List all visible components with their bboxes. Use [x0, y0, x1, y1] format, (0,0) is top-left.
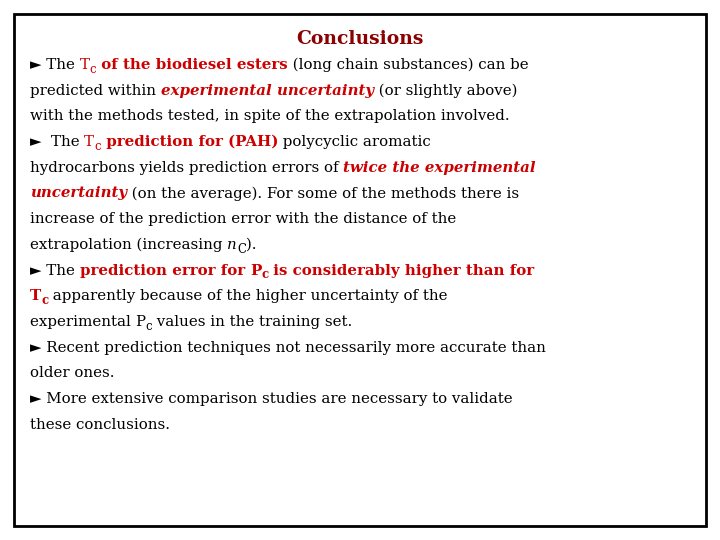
Text: T: T [84, 135, 94, 149]
Text: ► The: ► The [30, 58, 80, 72]
Text: uncertainty: uncertainty [30, 186, 127, 200]
Text: ► More extensive comparison studies are necessary to validate: ► More extensive comparison studies are … [30, 392, 513, 406]
Text: C: C [237, 242, 246, 256]
Text: c: c [94, 140, 101, 153]
Text: prediction for (PAH): prediction for (PAH) [101, 135, 279, 150]
Text: Conclusions: Conclusions [297, 30, 423, 48]
Text: c: c [145, 320, 152, 333]
Text: increase of the prediction error with the distance of the: increase of the prediction error with th… [30, 212, 456, 226]
Text: (long chain substances) can be: (long chain substances) can be [288, 58, 528, 72]
Text: n: n [228, 238, 237, 252]
Text: ►  The: ► The [30, 135, 84, 149]
FancyBboxPatch shape [14, 14, 706, 526]
Text: with the methods tested, in spite of the extrapolation involved.: with the methods tested, in spite of the… [30, 110, 510, 123]
Text: apparently because of the higher uncertainty of the: apparently because of the higher uncerta… [48, 289, 448, 303]
Text: extrapolation (increasing: extrapolation (increasing [30, 238, 228, 252]
Text: these conclusions.: these conclusions. [30, 418, 170, 431]
Text: experimental uncertainty: experimental uncertainty [161, 84, 374, 98]
Text: older ones.: older ones. [30, 366, 114, 380]
Text: T: T [80, 58, 89, 72]
Text: (or slightly above): (or slightly above) [374, 84, 517, 98]
Text: predicted within: predicted within [30, 84, 161, 98]
Text: c: c [89, 63, 96, 76]
Text: values in the training set.: values in the training set. [152, 315, 353, 329]
Text: hydrocarbons yields prediction errors of: hydrocarbons yields prediction errors of [30, 161, 343, 175]
Text: prediction error for: prediction error for [80, 264, 250, 278]
Text: ► The: ► The [30, 264, 80, 278]
Text: P: P [250, 264, 261, 278]
Text: T: T [30, 289, 41, 303]
Text: experimental: experimental [30, 315, 135, 329]
Text: P: P [135, 315, 145, 329]
Text: ► Recent prediction techniques not necessarily more accurate than: ► Recent prediction techniques not neces… [30, 341, 546, 355]
Text: c: c [261, 268, 269, 281]
Text: ).: ). [246, 238, 256, 252]
Text: is considerably higher than for: is considerably higher than for [269, 264, 535, 278]
Text: twice the experimental: twice the experimental [343, 161, 536, 175]
Text: of the biodiesel esters: of the biodiesel esters [96, 58, 288, 72]
Text: polycyclic aromatic: polycyclic aromatic [279, 135, 431, 149]
Text: c: c [41, 294, 48, 307]
Text: (on the average). For some of the methods there is: (on the average). For some of the method… [127, 186, 519, 201]
